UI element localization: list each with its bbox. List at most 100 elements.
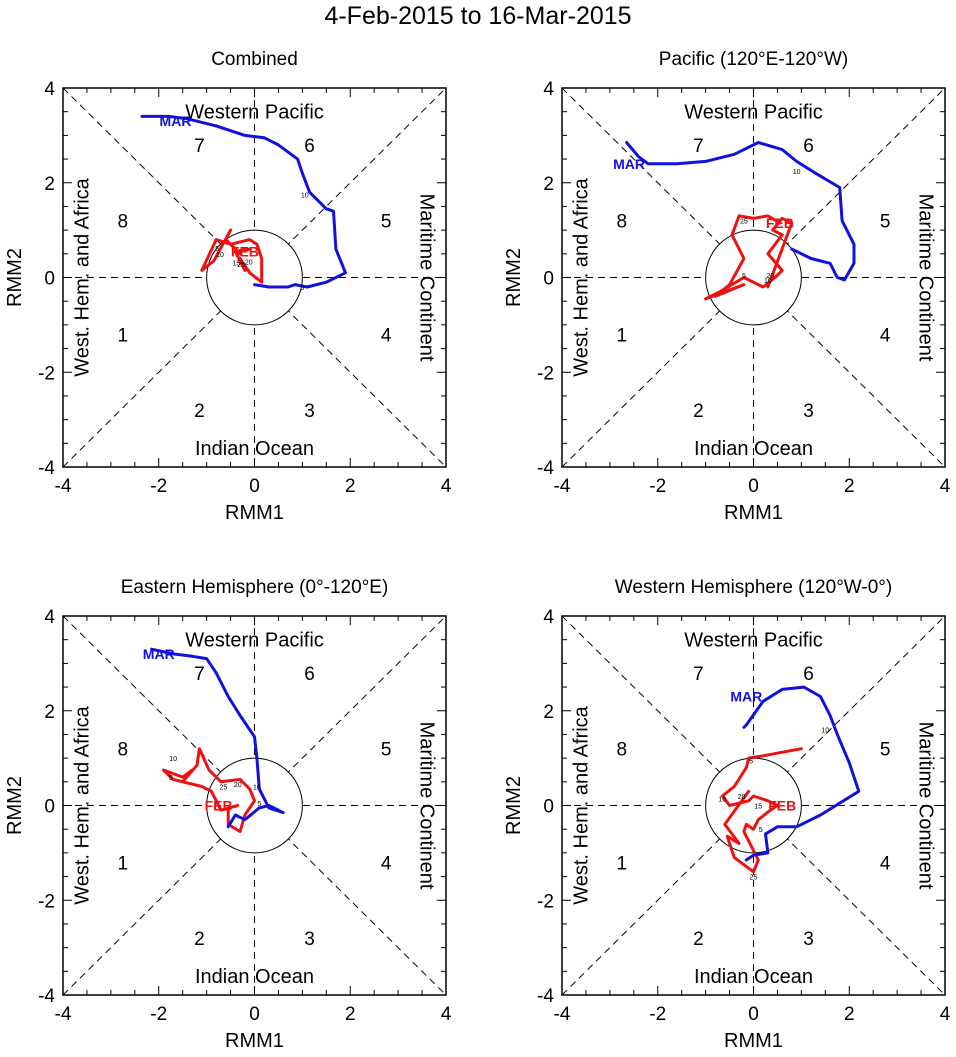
day-label: 20 bbox=[738, 794, 746, 801]
phase-label-3: 3 bbox=[803, 929, 814, 950]
day-label: 20 bbox=[766, 273, 774, 280]
y-tick-label: 0 bbox=[543, 797, 554, 818]
region-label-maritime-continent: Maritime Continent bbox=[915, 194, 937, 362]
x-tick-label: -4 bbox=[554, 476, 571, 497]
y-tick-label: -4 bbox=[537, 458, 554, 479]
phase-label-6: 6 bbox=[304, 136, 315, 157]
region-label-west-hem-africa: West. Hem. and Africa bbox=[570, 705, 592, 904]
x-axis-label: RMM1 bbox=[225, 1030, 284, 1052]
month-label-feb: FEB bbox=[231, 243, 259, 259]
phase-label-5: 5 bbox=[880, 740, 891, 761]
chart-panel-combined: 1 2 3 4 5 6 7 8 Western Pacific Indian Ocean West.… bbox=[4, 49, 452, 524]
panel-title: Combined bbox=[211, 49, 298, 70]
chart-panel-eastern-hemisphere: 1 2 3 4 5 6 7 8 Western Pacific Indian Ocean West.… bbox=[4, 577, 452, 1052]
day-label: 10 bbox=[253, 785, 261, 792]
x-axis-label: RMM1 bbox=[724, 1030, 783, 1052]
x-tick-label: -2 bbox=[649, 1004, 666, 1025]
day-label: 10 bbox=[301, 193, 309, 200]
x-tick-label: 0 bbox=[249, 476, 260, 497]
phase-label-4: 4 bbox=[880, 853, 891, 874]
phase-label-8: 8 bbox=[617, 212, 628, 233]
panel-title: Pacific (120°E-120°W) bbox=[659, 49, 848, 70]
region-label-indian-ocean: Indian Ocean bbox=[694, 438, 813, 460]
phase-label-3: 3 bbox=[803, 401, 814, 422]
series-line-mar bbox=[625, 141, 856, 282]
region-label-west-hem-africa: West. Hem. and Africa bbox=[570, 177, 592, 376]
phase-label-7: 7 bbox=[693, 136, 704, 157]
phase-label-1: 1 bbox=[118, 325, 129, 346]
phase-label-1: 1 bbox=[118, 853, 129, 874]
day-label: 5 bbox=[257, 801, 261, 808]
day-label: 25 bbox=[740, 219, 748, 226]
phase-label-4: 4 bbox=[381, 325, 392, 346]
month-label-mar: MAR bbox=[730, 689, 762, 705]
series-line-feb bbox=[704, 214, 794, 301]
day-label: 10 bbox=[169, 756, 177, 763]
panel-title: Eastern Hemisphere (0°-120°E) bbox=[121, 577, 389, 598]
y-tick-label: -4 bbox=[537, 986, 554, 1007]
y-tick-label: 2 bbox=[543, 702, 554, 723]
day-label: 10 bbox=[764, 278, 772, 285]
month-label-feb: FEB bbox=[766, 215, 794, 231]
day-label: 5 bbox=[300, 285, 304, 292]
region-label-west-hem-africa: West. Hem. and Africa bbox=[71, 705, 93, 904]
phase-label-2: 2 bbox=[194, 929, 205, 950]
y-tick-label: -2 bbox=[537, 891, 554, 912]
phase-label-5: 5 bbox=[381, 212, 392, 233]
x-tick-label: -2 bbox=[150, 476, 167, 497]
day-label: 20 bbox=[234, 782, 242, 789]
y-tick-label: 0 bbox=[44, 797, 55, 818]
day-label: 15 bbox=[754, 804, 762, 811]
series-line-feb bbox=[720, 747, 803, 874]
phase-label-7: 7 bbox=[194, 136, 205, 157]
region-label-indian-ocean: Indian Ocean bbox=[694, 966, 813, 988]
month-label-feb: FEB bbox=[205, 798, 233, 814]
region-label-western-pacific: Western Pacific bbox=[185, 630, 324, 652]
day-label: 10 bbox=[793, 169, 801, 176]
phase-label-6: 6 bbox=[803, 136, 814, 157]
x-tick-label: -2 bbox=[649, 476, 666, 497]
series-line-feb bbox=[200, 228, 264, 284]
x-tick-label: -4 bbox=[55, 1004, 72, 1025]
x-tick-label: 2 bbox=[844, 1004, 855, 1025]
phase-label-3: 3 bbox=[304, 401, 315, 422]
x-tick-label: 4 bbox=[940, 476, 951, 497]
y-axis-label: RMM2 bbox=[4, 248, 26, 307]
y-axis-label: RMM2 bbox=[4, 776, 26, 835]
phase-label-2: 2 bbox=[693, 929, 704, 950]
day-label: 5 bbox=[742, 273, 746, 280]
phase-label-8: 8 bbox=[118, 212, 129, 233]
x-axis-label: RMM1 bbox=[225, 502, 284, 524]
panel-title: Western Hemisphere (120°W-0°) bbox=[615, 577, 892, 598]
phase-label-6: 6 bbox=[304, 664, 315, 685]
phase-label-2: 2 bbox=[194, 401, 205, 422]
y-axis-label: RMM2 bbox=[503, 248, 525, 307]
day-label: 25 bbox=[750, 875, 758, 882]
x-tick-label: -4 bbox=[554, 1004, 571, 1025]
phase-label-4: 4 bbox=[381, 853, 392, 874]
phase-label-5: 5 bbox=[880, 212, 891, 233]
day-label: 10 bbox=[718, 796, 726, 803]
phase-label-7: 7 bbox=[194, 664, 205, 685]
region-label-west-hem-africa: West. Hem. and Africa bbox=[71, 177, 93, 376]
phase-label-2: 2 bbox=[693, 401, 704, 422]
x-tick-label: 4 bbox=[940, 1004, 951, 1025]
phase-label-1: 1 bbox=[617, 853, 628, 874]
y-tick-label: 4 bbox=[543, 79, 554, 100]
y-tick-label: -2 bbox=[38, 363, 55, 384]
day-label: 25 bbox=[219, 785, 227, 792]
x-tick-label: -2 bbox=[150, 1004, 167, 1025]
x-tick-label: 2 bbox=[844, 476, 855, 497]
y-tick-label: 2 bbox=[543, 174, 554, 195]
day-label: 10 bbox=[821, 728, 829, 735]
day-label: 25 bbox=[237, 262, 245, 269]
y-tick-label: -2 bbox=[537, 363, 554, 384]
y-axis-label: RMM2 bbox=[503, 776, 525, 835]
phase-label-8: 8 bbox=[118, 740, 129, 761]
series-line-mar bbox=[140, 114, 347, 289]
phase-label-3: 3 bbox=[304, 929, 315, 950]
x-tick-label: 0 bbox=[249, 1004, 260, 1025]
x-axis-label: RMM1 bbox=[724, 502, 783, 524]
y-tick-label: -4 bbox=[38, 986, 55, 1007]
region-label-indian-ocean: Indian Ocean bbox=[195, 438, 314, 460]
